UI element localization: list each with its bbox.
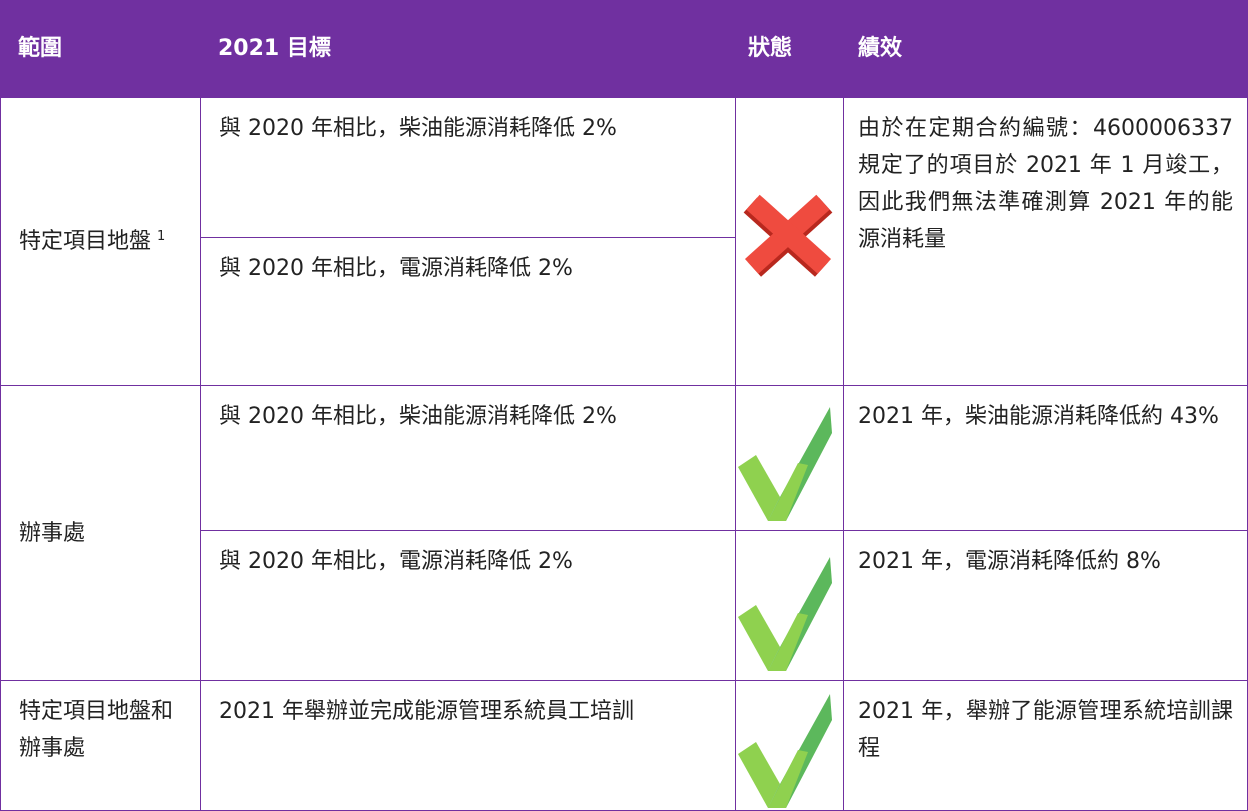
header-cell: 狀態 bbox=[748, 36, 793, 61]
check-icon bbox=[738, 557, 832, 671]
target-cell: 與 2020 年相比，電源消耗降低 2% bbox=[200, 237, 736, 386]
check-icon bbox=[738, 694, 832, 808]
target-cell: 與 2020 年相比，柴油能源消耗降低 2% bbox=[200, 97, 736, 238]
footnote: 1 bbox=[157, 228, 166, 244]
performance-cell: 2021 年，舉辦了能源管理系統培訓課程 bbox=[843, 680, 1248, 811]
scope: 特定項目地盤 bbox=[19, 229, 152, 254]
scope-cell: 特定項目地盤 1 bbox=[0, 97, 201, 386]
target-cell: 與 2020 年相比，柴油能源消耗降低 2% bbox=[200, 385, 736, 531]
check-icon bbox=[738, 407, 832, 521]
header-cell: 2021 目標 bbox=[218, 36, 331, 61]
scope-cell: 辦事處 bbox=[0, 385, 201, 681]
performance-cell: 2021 年，電源消耗降低約 8% bbox=[843, 530, 1248, 681]
target-cell: 2021 年舉辦並完成能源管理系統員工培訓 bbox=[200, 680, 736, 811]
header-cell: 績效 bbox=[858, 36, 903, 61]
performance-cell: 2021 年，柴油能源消耗降低約 43% bbox=[843, 385, 1248, 531]
cross-icon bbox=[743, 194, 833, 277]
header-bar bbox=[0, 0, 1248, 97]
target-cell: 與 2020 年相比，電源消耗降低 2% bbox=[200, 530, 736, 681]
header-cell: 範圍 bbox=[18, 36, 63, 61]
scope-cell: 特定項目地盤和辦事處 bbox=[0, 680, 201, 811]
performance-cell: 由於在定期合約編號：4600006337 規定了的項目於 2021 年 1 月竣… bbox=[843, 97, 1248, 386]
